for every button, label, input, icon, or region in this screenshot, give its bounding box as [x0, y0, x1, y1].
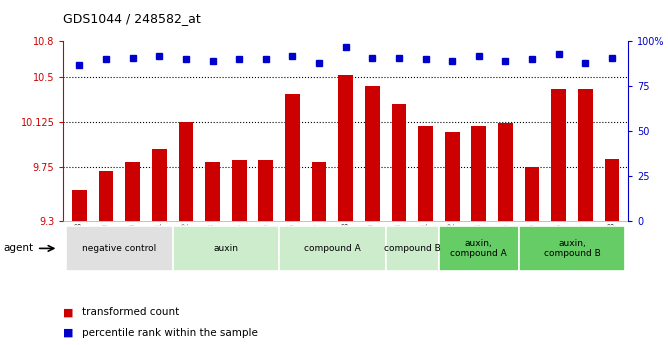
Bar: [152, 149, 166, 221]
Bar: [285, 94, 300, 221]
Bar: [445, 132, 460, 221]
Text: auxin,
compound A: auxin, compound A: [450, 239, 507, 258]
Text: GDS1044 / 248582_at: GDS1044 / 248582_at: [63, 12, 201, 25]
Text: ■: ■: [63, 328, 74, 338]
Bar: [472, 126, 486, 221]
Text: ■: ■: [63, 307, 74, 317]
Bar: [605, 159, 619, 221]
Bar: [178, 122, 193, 221]
Bar: [279, 226, 385, 271]
Bar: [312, 162, 327, 221]
Text: transformed count: transformed count: [82, 307, 180, 317]
Bar: [551, 89, 566, 221]
Bar: [339, 75, 353, 221]
Bar: [172, 226, 279, 271]
Bar: [525, 167, 539, 221]
Bar: [439, 226, 519, 271]
Text: agent: agent: [3, 244, 33, 253]
Text: compound B: compound B: [384, 244, 441, 253]
Bar: [578, 89, 593, 221]
Text: auxin,
compound B: auxin, compound B: [544, 239, 601, 258]
Bar: [205, 162, 220, 221]
Text: compound A: compound A: [304, 244, 361, 253]
Bar: [519, 226, 625, 271]
Bar: [259, 160, 273, 221]
Bar: [66, 226, 172, 271]
Bar: [391, 104, 406, 221]
Text: auxin: auxin: [213, 244, 238, 253]
Text: negative control: negative control: [82, 244, 156, 253]
Bar: [232, 160, 246, 221]
Bar: [418, 126, 433, 221]
Bar: [126, 162, 140, 221]
Bar: [498, 123, 513, 221]
Bar: [72, 190, 87, 221]
Bar: [99, 170, 114, 221]
Text: percentile rank within the sample: percentile rank within the sample: [82, 328, 258, 338]
Bar: [385, 226, 439, 271]
Bar: [365, 86, 379, 221]
